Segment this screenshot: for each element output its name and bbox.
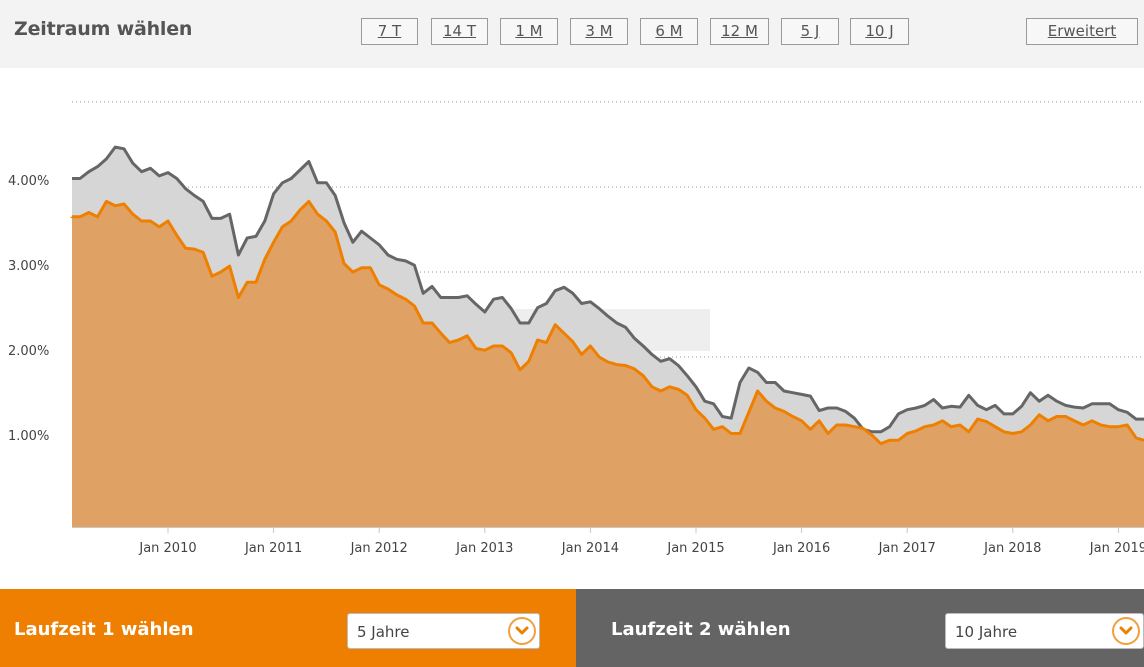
range-button-14t[interactable]: 14 T <box>431 18 488 45</box>
y-tick-label: 4.00% <box>8 174 49 189</box>
advanced-button[interactable]: Erweitert <box>1026 18 1138 45</box>
period-title: Zeitraum wählen <box>14 18 193 40</box>
range-button-1m[interactable]: 1 M <box>500 18 558 45</box>
period-toolbar: Zeitraum wählen 7 T 14 T 1 M 3 M 6 M 12 … <box>0 0 1144 68</box>
range-button-3m[interactable]: 3 M <box>570 18 628 45</box>
x-tick-label: Jan 2016 <box>772 541 830 556</box>
range-button-7t[interactable]: 7 T <box>361 18 418 45</box>
x-tick-label: Jan 2018 <box>983 541 1041 556</box>
laufzeit1-value: 5 Jahre <box>357 623 410 641</box>
laufzeit1-label: Laufzeit 1 wählen <box>14 619 194 640</box>
x-tick-label: Jan 2014 <box>561 541 619 556</box>
y-tick-label: 1.00% <box>8 429 49 444</box>
x-tick-label: Jan 2017 <box>878 541 936 556</box>
laufzeit2-panel: Laufzeit 2 wählen 10 Jahre <box>576 589 1144 667</box>
laufzeit1-select[interactable]: 5 Jahre <box>347 613 540 649</box>
chevron-down-icon[interactable] <box>1112 617 1140 645</box>
laufzeit2-select[interactable]: 10 Jahre <box>945 613 1144 649</box>
x-tick-label: Jan 2010 <box>138 541 196 556</box>
x-tick-label: Jan 2013 <box>455 541 513 556</box>
chevron-down-icon[interactable] <box>508 617 536 645</box>
x-tick-label: Jan 2019 <box>1089 541 1144 556</box>
term-selector-bar: Laufzeit 1 wählen 5 Jahre Laufzeit 2 wäh… <box>0 589 1144 667</box>
axis-layer: 1.00% 2.00% 3.00% 4.00% Jan 2010 Jan 2011 Jan … <box>8 174 1144 556</box>
y-tick-label: 2.00% <box>8 344 49 359</box>
x-tick-label: Jan 2012 <box>350 541 408 556</box>
laufzeit1-panel: Laufzeit 1 wählen 5 Jahre <box>0 589 576 667</box>
series-layer <box>70 145 1144 527</box>
range-button-10j[interactable]: 10 J <box>850 18 909 45</box>
range-button-5j[interactable]: 5 J <box>781 18 839 45</box>
y-tick-label: 3.00% <box>8 259 49 274</box>
laufzeit2-label: Laufzeit 2 wählen <box>611 619 791 640</box>
laufzeit2-value: 10 Jahre <box>955 623 1018 641</box>
range-button-12m[interactable]: 12 M <box>710 18 769 45</box>
series-1-line <box>70 199 1144 446</box>
x-tick-label: Jan 2011 <box>244 541 302 556</box>
chart-svg: interhyp 1.00%2.00%3.00%4.00%Jan 2010Jan… <box>8 101 1144 556</box>
series-2-line <box>72 145 1144 434</box>
series-1-area <box>72 201 1144 527</box>
x-tick-label: Jan 2015 <box>666 541 724 556</box>
range-button-6m[interactable]: 6 M <box>640 18 698 45</box>
interest-rate-chart: interhyp 1.00%2.00%3.00%4.00%Jan 2010Jan… <box>0 68 1144 588</box>
